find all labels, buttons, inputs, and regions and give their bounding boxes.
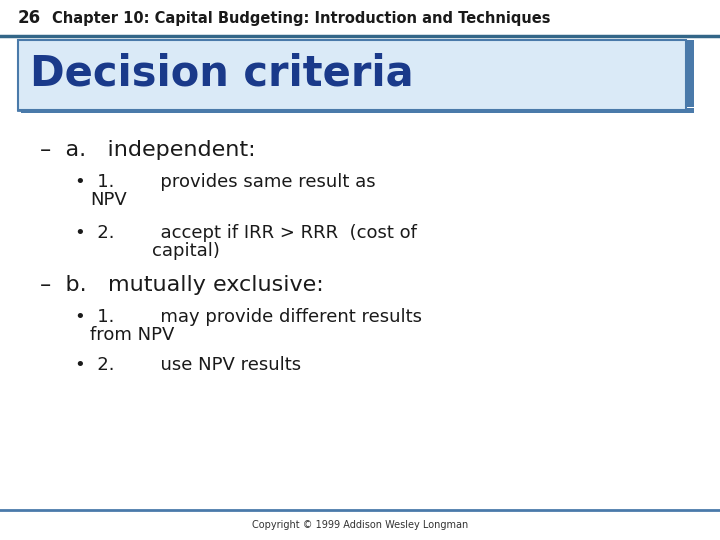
Text: –  a.   independent:: – a. independent: xyxy=(40,140,256,160)
Text: Copyright © 1999 Addison Wesley Longman: Copyright © 1999 Addison Wesley Longman xyxy=(252,520,468,530)
Text: 26: 26 xyxy=(18,9,41,27)
Text: from NPV: from NPV xyxy=(90,326,174,344)
Text: Chapter 10: Capital Budgeting: Introduction and Techniques: Chapter 10: Capital Budgeting: Introduct… xyxy=(52,10,551,25)
Text: capital): capital) xyxy=(152,242,220,260)
Bar xyxy=(21,108,694,113)
Bar xyxy=(18,40,686,110)
Text: NPV: NPV xyxy=(90,191,127,209)
Text: Decision criteria: Decision criteria xyxy=(30,53,413,95)
Bar xyxy=(0,0,720,35)
Text: •  2.        use NPV results: • 2. use NPV results xyxy=(75,356,301,374)
Text: –  b.   mutually exclusive:: – b. mutually exclusive: xyxy=(40,275,324,295)
Text: •  2.        accept if IRR > RRR  (cost of: • 2. accept if IRR > RRR (cost of xyxy=(75,224,417,242)
Text: •  1.        may provide different results: • 1. may provide different results xyxy=(75,308,422,326)
Bar xyxy=(686,40,694,107)
Text: •  1.        provides same result as: • 1. provides same result as xyxy=(75,173,376,191)
